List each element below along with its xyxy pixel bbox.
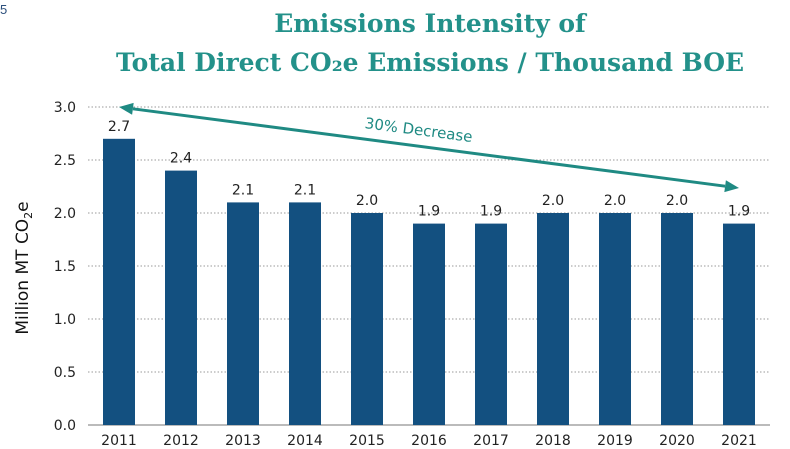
bar-2018 <box>537 213 569 425</box>
data-label-2013: 2.1 <box>232 182 254 198</box>
x-tick-label: 2016 <box>411 433 447 449</box>
x-tick-label: 2014 <box>287 433 323 449</box>
chart-title-line-2: Total Direct CO₂e Emissions / Thousand B… <box>115 48 745 77</box>
chart-title: Emissions Intensity of Total Direct CO₂e… <box>0 4 790 82</box>
bar-2016 <box>413 223 445 425</box>
x-tick-label: 2017 <box>473 433 509 449</box>
data-label-2011: 2.7 <box>108 119 130 135</box>
y-tick-labels: 0.0 0.5 1.0 1.5 2.0 2.5 3.0 <box>54 100 76 434</box>
y-tick-label: 0.5 <box>54 365 76 381</box>
x-tick-label: 2021 <box>721 433 757 449</box>
bar-2015 <box>351 213 383 425</box>
data-label-2015: 2.0 <box>356 193 378 209</box>
y-axis-title-main: Million MT CO <box>13 219 33 335</box>
data-labels: 2.7 2.4 2.1 2.1 2.0 1.9 1.9 2.0 2.0 2.0 1.9 <box>108 119 750 220</box>
y-tick-label: 2.0 <box>54 206 76 222</box>
data-label-2021: 1.9 <box>728 204 750 220</box>
data-label-2016: 1.9 <box>418 204 440 220</box>
bar-2014 <box>289 202 321 425</box>
y-axis-title-subscript: 2 <box>22 212 35 219</box>
bar-2020 <box>661 213 693 425</box>
data-label-2018: 2.0 <box>542 193 564 209</box>
bar-2013 <box>227 202 259 425</box>
y-tick-label: 0.0 <box>54 418 76 434</box>
y-tick-label: 1.5 <box>54 259 76 275</box>
data-label-2019: 2.0 <box>604 193 626 209</box>
y-axis-title-tail: e <box>13 201 33 211</box>
data-label-2012: 2.4 <box>170 151 192 167</box>
bars <box>103 138 755 426</box>
x-tick-labels: 2011 2012 2013 2014 2015 2016 2017 2018 2019 2020… <box>101 433 757 449</box>
y-tick-label: 1.0 <box>54 312 76 328</box>
y-tick-label: 3.0 <box>54 100 76 116</box>
x-tick-label: 2012 <box>163 433 199 449</box>
chart-title-line-1: Emissions Intensity of <box>274 9 586 38</box>
data-label-2020: 2.0 <box>666 193 688 209</box>
data-label-2017: 1.9 <box>480 204 502 220</box>
decrease-arrow-line <box>132 107 726 188</box>
bar-2012 <box>165 170 197 425</box>
y-tick-label: 2.5 <box>54 153 76 169</box>
x-tick-label: 2019 <box>597 433 633 449</box>
x-tick-label: 2020 <box>659 433 695 449</box>
decrease-annotation: 30% Decrease <box>119 102 739 193</box>
bar-2021 <box>723 223 755 425</box>
bar-2019 <box>599 213 631 425</box>
page-corner-mark: 5 <box>0 2 8 17</box>
y-axis-title: Million MT CO2e <box>13 201 35 334</box>
decrease-arrow-head-right <box>724 180 739 193</box>
x-tick-label: 2015 <box>349 433 385 449</box>
decrease-arrow-head-left <box>119 102 134 115</box>
bar-2011 <box>103 138 135 426</box>
x-tick-label: 2013 <box>225 433 261 449</box>
bar-2017 <box>475 223 507 425</box>
data-label-2014: 2.1 <box>294 182 316 198</box>
x-tick-label: 2018 <box>535 433 571 449</box>
x-tick-label: 2011 <box>101 433 137 449</box>
